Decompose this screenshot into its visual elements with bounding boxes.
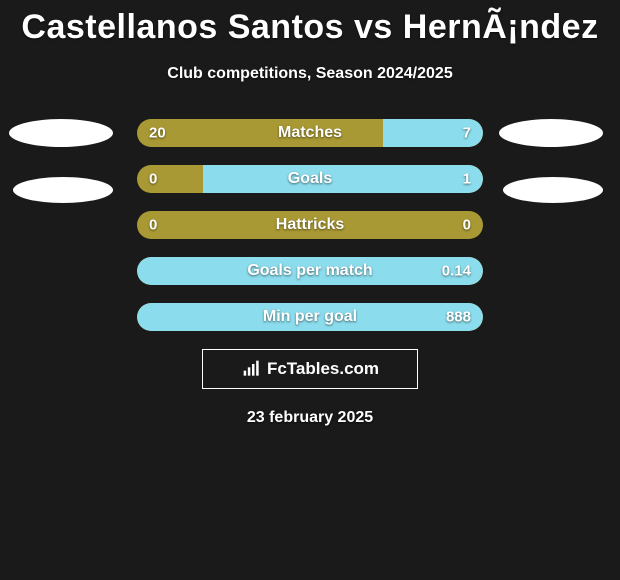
stat-label: Hattricks	[276, 216, 344, 234]
stat-label: Matches	[278, 124, 342, 142]
right-indicator-oval	[503, 177, 603, 203]
stat-value-right: 888	[446, 309, 471, 326]
stat-value-left: 20	[149, 125, 166, 142]
stat-value-left: 0	[149, 217, 157, 234]
page-subtitle: Club competitions, Season 2024/2025	[0, 65, 620, 83]
stat-bar: 0 Hattricks 0	[137, 211, 483, 239]
stat-value-right: 7	[463, 125, 471, 142]
stat-value-left: 0	[149, 171, 157, 188]
stat-bars: 20 Matches 7 0 Goals 1 0 Hattricks 0 Goals per ma…	[137, 119, 483, 331]
stat-value-right: 1	[463, 171, 471, 188]
chart-area: 20 Matches 7 0 Goals 1 0 Hattricks 0 Goals per ma…	[0, 119, 620, 331]
left-indicator-column	[9, 119, 121, 203]
stat-bar: 20 Matches 7	[137, 119, 483, 147]
right-indicator-oval	[499, 119, 603, 147]
stat-value-right: 0	[463, 217, 471, 234]
stat-bar: Min per goal 888	[137, 303, 483, 331]
left-indicator-oval	[9, 119, 113, 147]
page-title: Castellanos Santos vs HernÃ¡ndez	[0, 8, 620, 47]
comparison-container: Castellanos Santos vs HernÃ¡ndez Club co…	[0, 0, 620, 427]
stat-label: Goals	[288, 170, 332, 188]
stat-bar: Goals per match 0.14	[137, 257, 483, 285]
left-indicator-oval	[13, 177, 113, 203]
stat-label: Goals per match	[247, 262, 372, 280]
attribution-box: FcTables.com	[202, 349, 418, 389]
stat-label: Min per goal	[263, 308, 357, 326]
stat-value-right: 0.14	[442, 263, 471, 280]
barchart-icon	[241, 359, 263, 379]
attribution-text: FcTables.com	[267, 359, 379, 379]
right-indicator-column	[499, 119, 611, 203]
date-label: 23 february 2025	[0, 409, 620, 427]
stat-bar: 0 Goals 1	[137, 165, 483, 193]
